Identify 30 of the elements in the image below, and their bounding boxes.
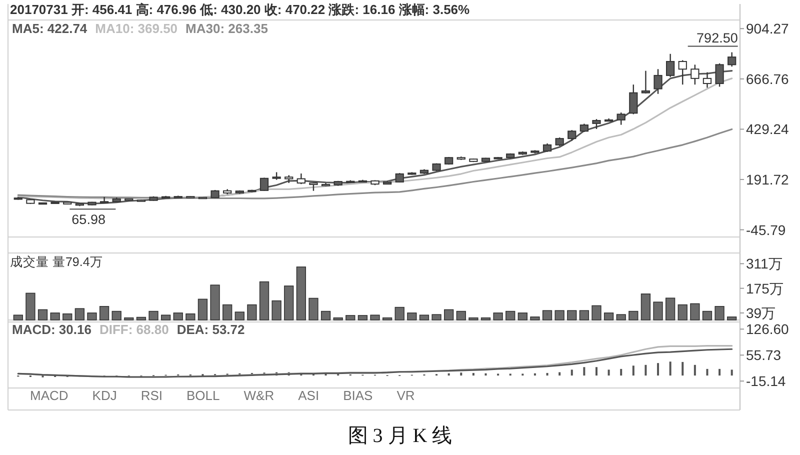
- y-tick-label: 666.76: [746, 70, 790, 87]
- text: 图 3 月 K 线: [348, 425, 452, 447]
- y-tick-label: 126.60: [746, 321, 790, 338]
- annotation: MA10: 369.50: [95, 21, 178, 36]
- annotation: VR: [396, 388, 415, 403]
- chart-title: 成交量 量79.4万: [10, 254, 103, 269]
- annotation: ASI: [298, 388, 320, 403]
- annotation: MA5: 422.74: [12, 21, 88, 36]
- y-tick-label: 39万: [746, 304, 776, 321]
- y-tick-label: -45.79: [746, 222, 786, 238]
- annotation: 65.98: [72, 212, 106, 228]
- annotation: DIFF: 68.80: [99, 322, 169, 337]
- y-tick-label: 904.27: [746, 20, 790, 37]
- annotation: KDJ: [92, 388, 117, 403]
- annotation: BIAS: [343, 388, 374, 403]
- y-tick-label: 55.73: [746, 347, 782, 364]
- annotation: MACD: [30, 388, 68, 403]
- annotation: DEA: 53.72: [176, 322, 245, 337]
- annotation: BOLL: [186, 388, 220, 403]
- annotation: 792.50: [696, 30, 738, 46]
- annotation: MACD: 30.16: [12, 322, 92, 337]
- y-tick-label: -15.14: [746, 373, 786, 390]
- y-tick-label: 175万: [746, 280, 784, 296]
- annotation: RSI: [140, 388, 163, 403]
- y-tick-label: 429.24: [746, 121, 790, 138]
- annotation: MA30: 263.35: [186, 21, 268, 36]
- annotation: W&R: [244, 388, 274, 403]
- y-tick-label: 191.72: [746, 171, 790, 188]
- chart-title: 20170731 开: 456.41 高: 476.96 低: 430.20 收: 470.22 涨跌: 16.16 涨幅: 3.56%: [10, 2, 470, 17]
- y-tick-label: 311万: [746, 256, 782, 272]
